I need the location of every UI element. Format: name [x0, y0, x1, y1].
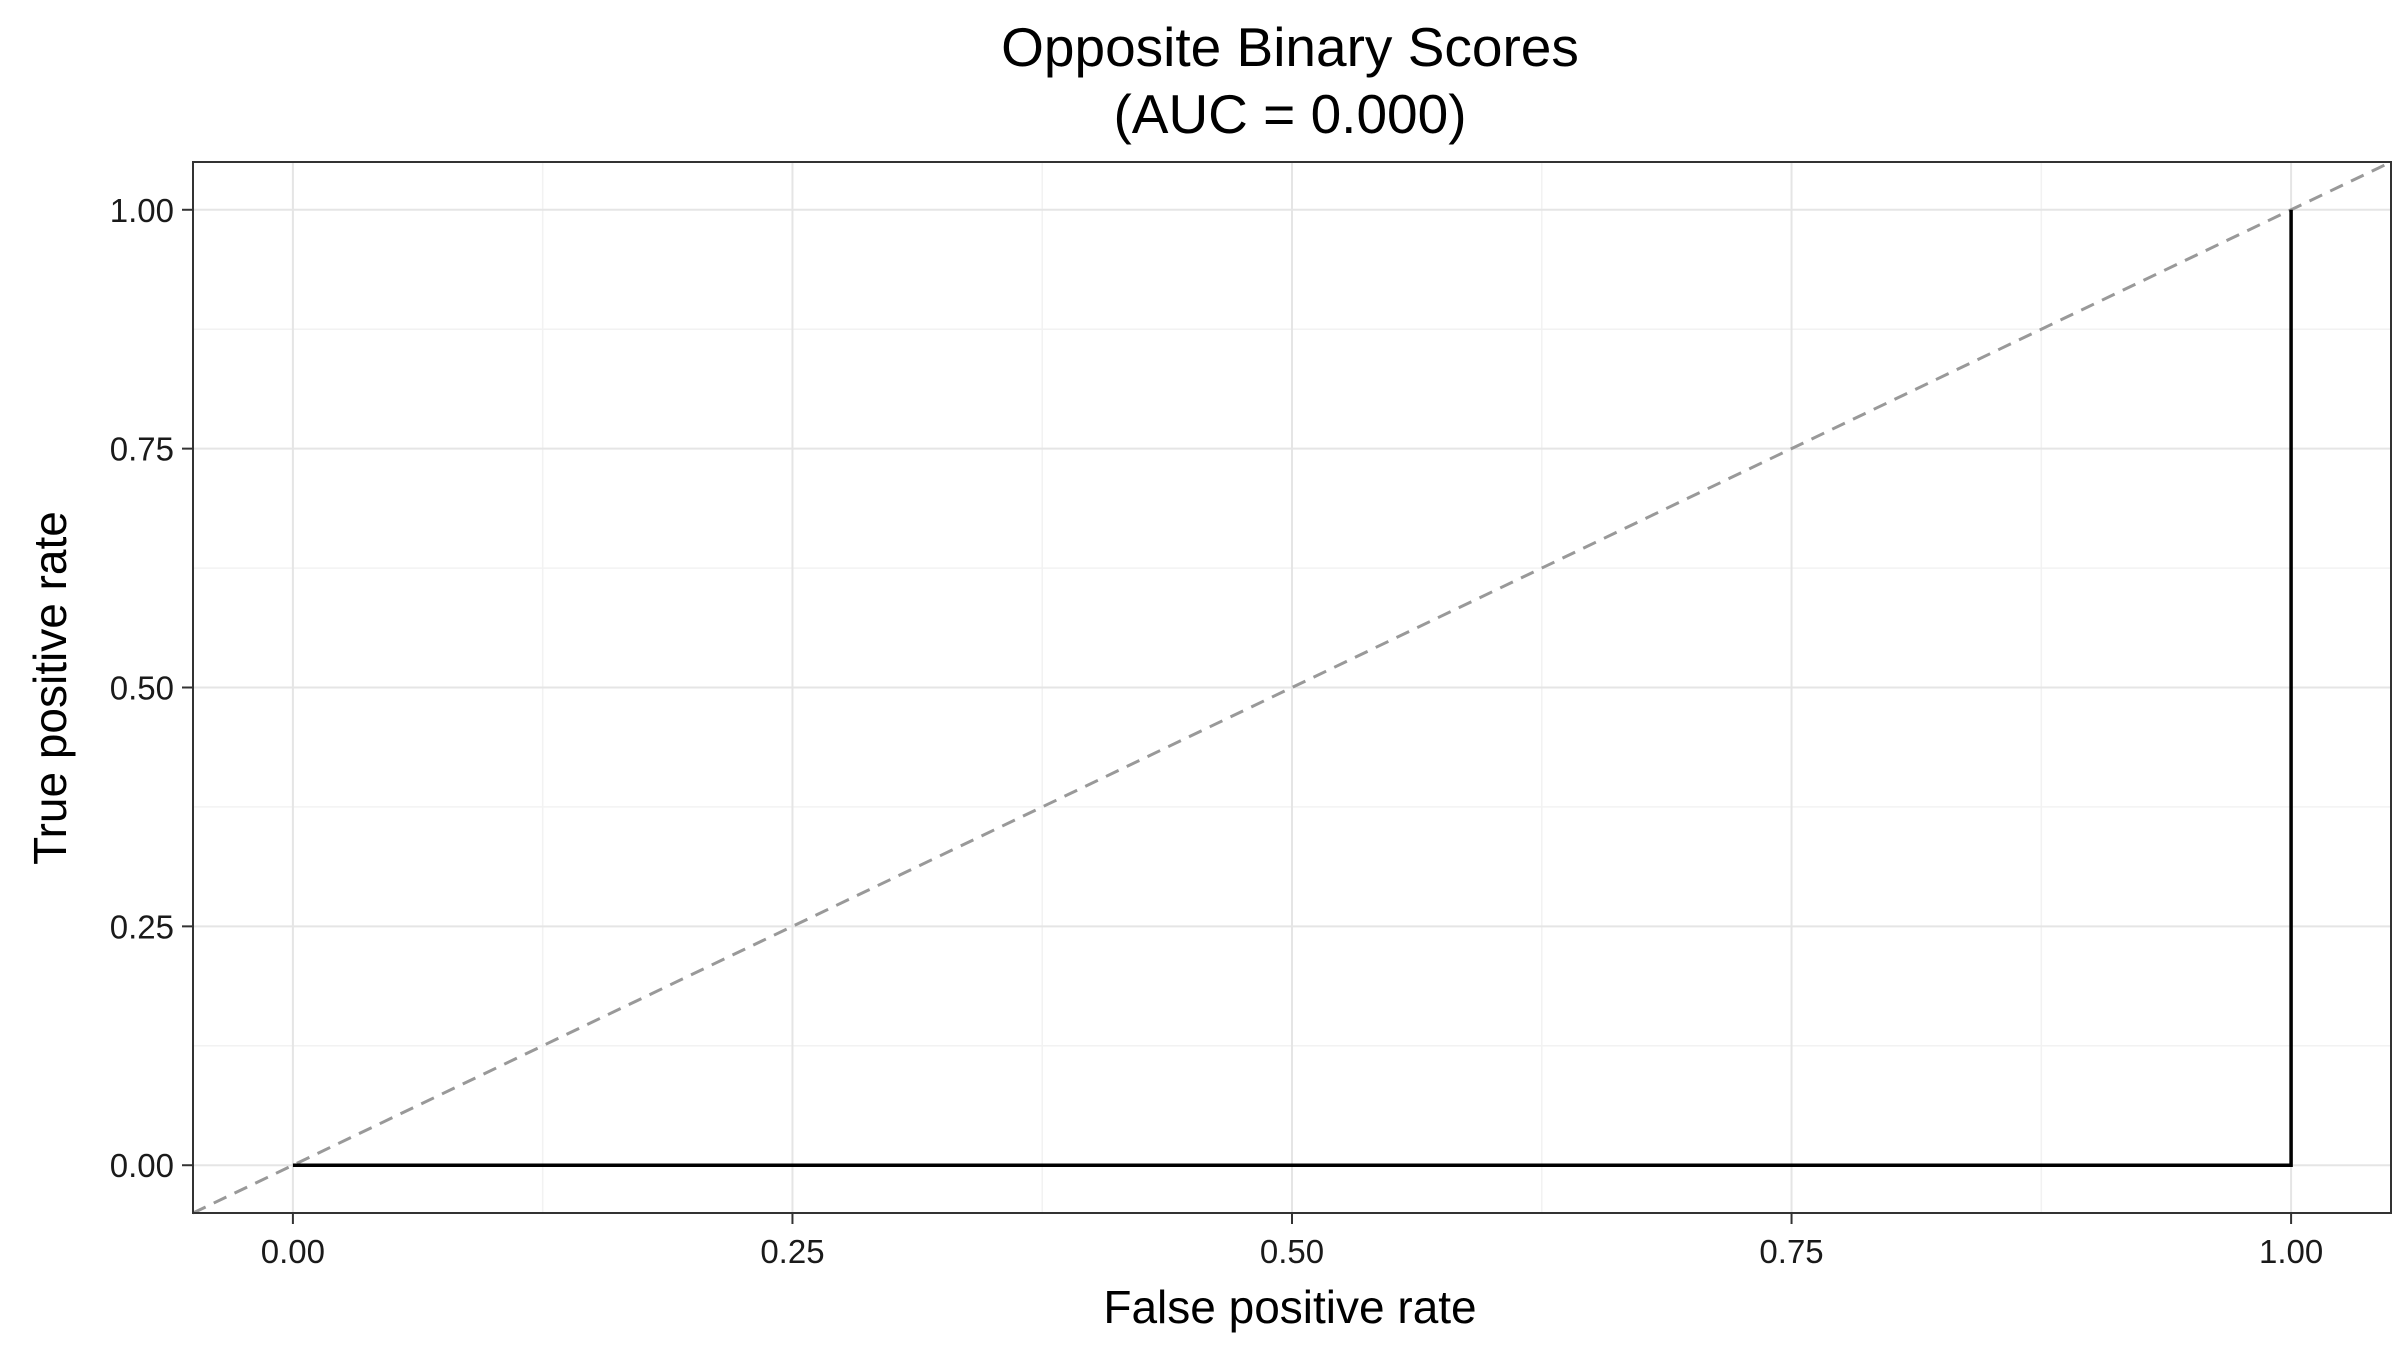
y-axis-title: True positive rate — [24, 511, 76, 865]
x-tick-label: 0.00 — [261, 1233, 325, 1270]
x-tick-label: 0.25 — [760, 1233, 824, 1270]
chart-subtitle: (AUC = 0.000) — [1113, 83, 1466, 145]
chart-title: Opposite Binary Scores — [1001, 16, 1579, 78]
y-tick-label: 0.75 — [110, 431, 174, 468]
roc-curve-line — [292, 209, 2293, 1167]
x-tick-label: 0.75 — [1759, 1233, 1823, 1270]
x-tick-label: 1.00 — [2259, 1233, 2323, 1270]
reference-line-layer — [192, 160, 2392, 1215]
y-tick-label: 1.00 — [110, 192, 174, 229]
x-axis: 0.00 0.25 0.50 0.75 1.00 — [261, 1213, 2323, 1270]
series-layer — [292, 209, 2293, 1167]
y-tick-label: 0.25 — [110, 908, 174, 945]
x-tick-label: 0.50 — [1260, 1233, 1324, 1270]
x-axis-title: False positive rate — [1103, 1281, 1476, 1333]
y-tick-label: 0.50 — [110, 670, 174, 707]
y-axis: 0.00 0.25 0.50 0.75 1.00 — [110, 192, 193, 1184]
y-tick-label: 0.00 — [110, 1147, 174, 1184]
reference-diagonal-line — [192, 160, 2392, 1215]
